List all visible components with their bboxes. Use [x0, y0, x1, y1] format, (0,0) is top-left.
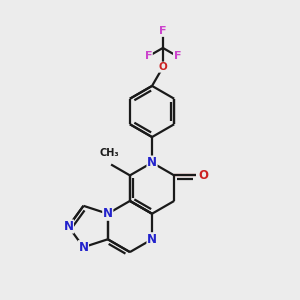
Text: CH₃: CH₃	[100, 148, 119, 158]
Text: O: O	[198, 169, 208, 182]
Text: F: F	[145, 51, 152, 61]
Text: O: O	[158, 62, 167, 72]
Text: F: F	[159, 26, 167, 36]
Text: N: N	[79, 241, 88, 254]
Text: F: F	[173, 51, 181, 61]
Text: N: N	[147, 233, 157, 246]
Text: N: N	[103, 207, 113, 220]
Text: N: N	[63, 220, 74, 233]
Text: N: N	[147, 156, 157, 169]
